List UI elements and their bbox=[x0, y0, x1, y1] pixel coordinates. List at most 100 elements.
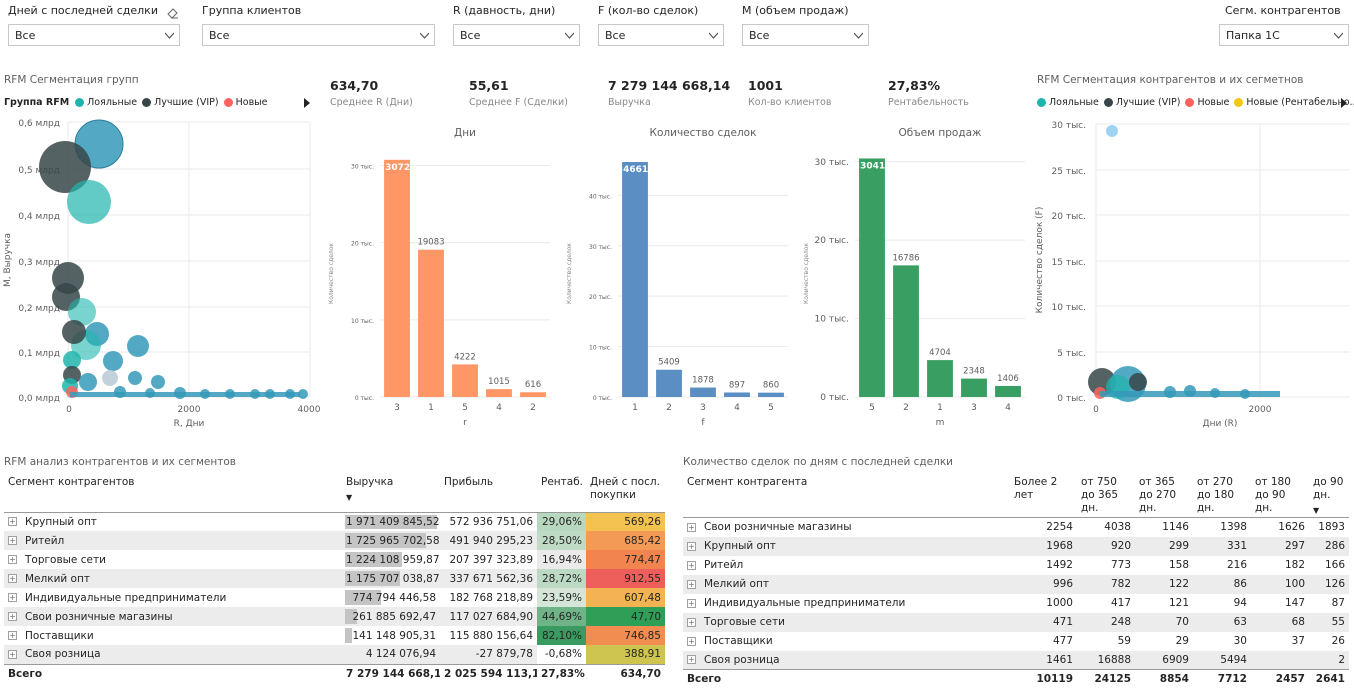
bubble[interactable] bbox=[39, 141, 91, 193]
bubble[interactable] bbox=[1129, 373, 1147, 391]
expand-icon[interactable]: + bbox=[687, 617, 696, 627]
table-row[interactable]: + Крупный опт 1968 920 299 331 297 286 bbox=[683, 536, 1349, 556]
expand-icon[interactable]: + bbox=[687, 655, 696, 665]
col-header-under-90[interactable]: до 90 дн. ▼ bbox=[1309, 474, 1349, 518]
slicer-label: Сегм. контрагентов bbox=[1225, 4, 1341, 17]
expand-icon[interactable]: + bbox=[687, 598, 696, 608]
table-row[interactable]: + Своя розница 4 124 076,94 -27 879,78 -0,68… bbox=[4, 645, 665, 664]
bubble[interactable] bbox=[68, 298, 96, 326]
legend-item-best[interactable]: Лучшие (VIP) bbox=[142, 97, 219, 108]
table-row[interactable]: + Ритейл 1492 773 158 216 182 166 bbox=[683, 556, 1349, 575]
slicer-dropdown[interactable]: Папка 1С bbox=[1219, 24, 1349, 46]
col-header-270-180[interactable]: от 270 до 180 дн. bbox=[1193, 474, 1251, 518]
expand-icon[interactable]: + bbox=[8, 612, 17, 621]
table-row[interactable]: + Мелкий опт 1 175 707 038,87 337 671 562,3… bbox=[4, 569, 665, 588]
bar[interactable] bbox=[656, 369, 682, 397]
slicer-dropdown[interactable]: Все bbox=[742, 24, 869, 46]
revenue-databar bbox=[345, 552, 403, 567]
slicer-dropdown[interactable]: Все bbox=[453, 24, 580, 46]
bar[interactable] bbox=[690, 387, 716, 397]
bubble[interactable] bbox=[127, 335, 149, 357]
col-header-over-2y[interactable]: Более 2 лет bbox=[1010, 474, 1077, 518]
bar[interactable] bbox=[995, 385, 1021, 397]
expand-icon[interactable]: + bbox=[687, 522, 696, 532]
col-header-segment[interactable]: Сегмент контрагентов bbox=[4, 474, 342, 513]
expand-icon[interactable]: + bbox=[8, 631, 17, 640]
bubble[interactable] bbox=[151, 375, 165, 389]
bubble[interactable] bbox=[102, 370, 118, 386]
y-axis-label: Количество сделок bbox=[803, 243, 810, 304]
expand-icon[interactable]: + bbox=[8, 593, 17, 602]
kpi-label: Выручка bbox=[608, 97, 651, 108]
legend-item-best[interactable]: Лучшие (VIP) bbox=[1103, 97, 1180, 108]
legend-item-loyal[interactable]: Лояльные bbox=[75, 97, 137, 108]
expand-icon[interactable]: + bbox=[687, 541, 696, 551]
table-row[interactable]: + Торговые сети 471 248 70 63 68 55 bbox=[683, 612, 1349, 632]
bar[interactable] bbox=[724, 392, 750, 397]
col-header-profit[interactable]: Прибыль bbox=[440, 474, 537, 513]
bubble[interactable] bbox=[103, 351, 123, 371]
segment-name: Свои розничные магазины bbox=[25, 610, 173, 623]
days-table: Сегмент контрагента Более 2 лет от 750 д… bbox=[683, 474, 1349, 689]
bar[interactable] bbox=[961, 378, 987, 397]
legend-item-new[interactable]: Новые bbox=[1185, 97, 1229, 108]
bar[interactable] bbox=[452, 364, 478, 397]
bubble[interactable] bbox=[1106, 125, 1118, 137]
bar[interactable] bbox=[859, 158, 885, 397]
slicer-dropdown[interactable]: Все bbox=[8, 24, 180, 46]
bar[interactable] bbox=[622, 162, 648, 397]
expand-icon[interactable]: + bbox=[687, 579, 696, 589]
sort-desc-icon: ▼ bbox=[1313, 506, 1320, 515]
col-header-revenue[interactable]: Выручка ▼ bbox=[342, 474, 440, 513]
slicer-dropdown[interactable]: Все bbox=[598, 24, 724, 46]
bubble[interactable] bbox=[63, 351, 81, 369]
legend-item-loyal[interactable]: Лояльные bbox=[1037, 97, 1099, 108]
bubble[interactable] bbox=[79, 373, 97, 391]
bar[interactable] bbox=[486, 389, 512, 397]
bar[interactable] bbox=[893, 265, 919, 397]
expand-icon[interactable]: + bbox=[8, 536, 17, 545]
col-header-365-270[interactable]: от 365 до 270 дн. bbox=[1135, 474, 1193, 518]
table-row[interactable]: + Свои розничные магазины 2254 4038 1146 1398… bbox=[683, 518, 1349, 537]
legend-next-arrow-icon[interactable] bbox=[303, 98, 311, 108]
bubble[interactable] bbox=[62, 320, 86, 344]
table-row[interactable]: + Свои розничные магазины 261 885 692,47 11… bbox=[4, 607, 665, 626]
legend-item-new-profitable[interactable]: Новые (Рентабельно... bbox=[1234, 97, 1354, 108]
table-row[interactable]: + Поставщики 477 59 29 30 37 26 bbox=[683, 632, 1349, 651]
table-row[interactable]: + Крупный опт 1 971 409 845,52 572 936 751,… bbox=[4, 512, 665, 531]
total-profit: 2 025 594 113,19 bbox=[440, 663, 537, 683]
expand-icon[interactable]: + bbox=[687, 636, 696, 646]
bubble[interactable] bbox=[67, 180, 111, 224]
expand-icon[interactable]: + bbox=[8, 517, 17, 527]
bar[interactable] bbox=[384, 159, 410, 397]
bar[interactable] bbox=[418, 249, 444, 397]
bubble[interactable] bbox=[298, 389, 308, 399]
expand-icon[interactable]: + bbox=[8, 555, 17, 564]
expand-icon[interactable]: + bbox=[687, 560, 696, 570]
x-tick: 4 bbox=[1005, 403, 1011, 413]
expand-icon[interactable]: + bbox=[8, 649, 17, 659]
table-row[interactable]: + Ритейл 1 725 965 702,58 491 940 295,23 28,… bbox=[4, 531, 665, 550]
table-row[interactable]: + Своя розница 1461 16888 6909 5494 2 bbox=[683, 650, 1349, 670]
bubble[interactable] bbox=[128, 371, 142, 385]
table-row[interactable]: + Мелкий опт 996 782 122 86 100 126 bbox=[683, 574, 1349, 594]
header-label: Дней с посл. покупки bbox=[590, 476, 660, 501]
table-row[interactable]: + Индивидуальные предприниматели 1000 417 12… bbox=[683, 594, 1349, 613]
legend-next-arrow-icon[interactable] bbox=[1340, 98, 1348, 108]
y-tick: 5 тыс. bbox=[1057, 349, 1086, 359]
expand-icon[interactable]: + bbox=[8, 574, 17, 583]
col-header-180-90[interactable]: от 180 до 90 дн. bbox=[1251, 474, 1309, 518]
col-header-days[interactable]: Дней с посл. покупки bbox=[586, 474, 665, 513]
bar[interactable] bbox=[927, 360, 953, 397]
slicer-dropdown[interactable]: Все bbox=[202, 24, 435, 46]
table-row[interactable]: + Торговые сети 1 224 108 959,87 207 397 32… bbox=[4, 550, 665, 569]
bar[interactable] bbox=[520, 392, 546, 397]
legend-item-new[interactable]: Новые bbox=[223, 97, 268, 108]
col-header-profitability[interactable]: Рентаб. bbox=[537, 474, 586, 513]
bar[interactable] bbox=[758, 392, 784, 397]
eraser-icon[interactable] bbox=[166, 6, 179, 19]
col-header-segment[interactable]: Сегмент контрагента bbox=[683, 474, 1010, 518]
table-row[interactable]: + Индивидуальные предприниматели 774 794 4… bbox=[4, 588, 665, 607]
col-header-750-365[interactable]: от 750 до 365 дн. bbox=[1077, 474, 1135, 518]
table-row[interactable]: + Поставщики 141 148 905,31 115 880 156,64 8… bbox=[4, 626, 665, 645]
